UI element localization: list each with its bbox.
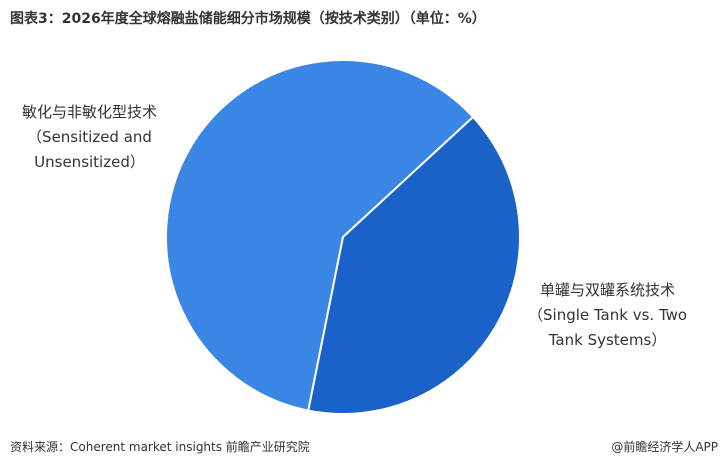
source-note: 资料来源：Coherent market insights 前瞻产业研究院: [10, 440, 310, 454]
slice-label: 单罐与双罐系统技术 （Single Tank vs. Two Tank Syst…: [528, 281, 688, 349]
pie-slice: [307, 115, 521, 415]
slice-label: 敏化与非敏化型技术 （Sensitized and Unsensitized）: [22, 103, 158, 171]
pie-slice: [165, 59, 475, 412]
brand-note: @前瞻经济学人APP: [611, 440, 718, 454]
chart-title: 图表3：2026年度全球熔融盐储能细分市场规模（按技术类别）（单位：%）: [10, 11, 486, 27]
